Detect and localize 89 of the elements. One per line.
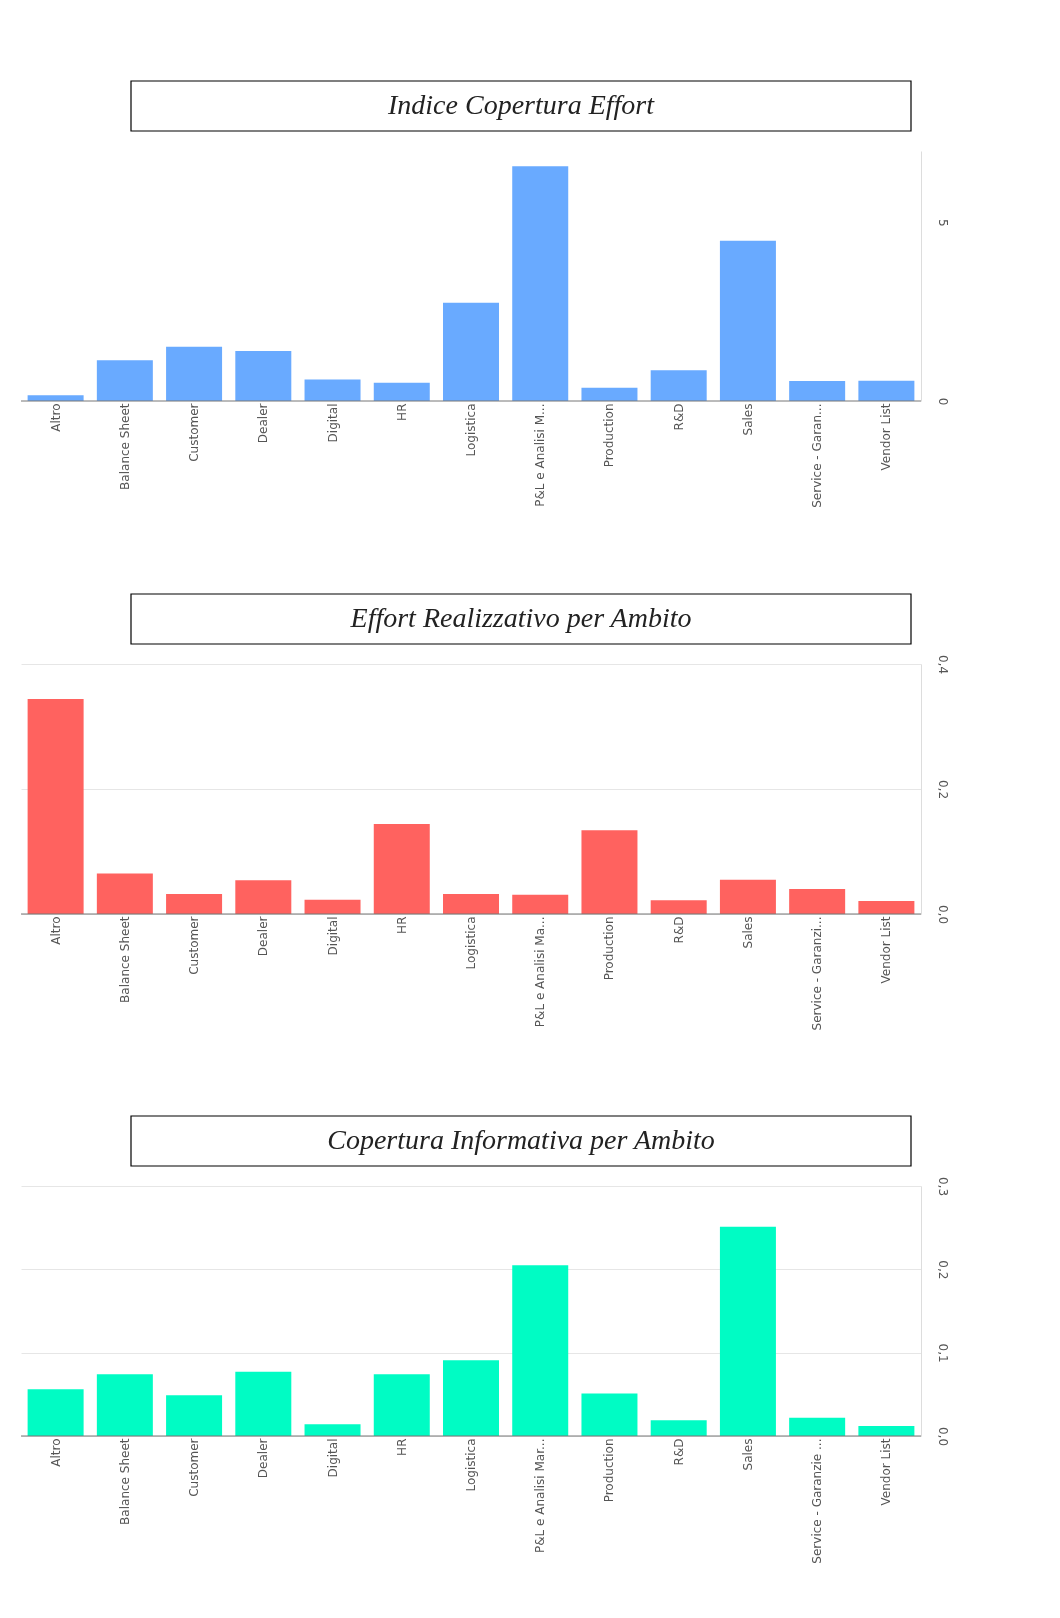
- bar: [581, 830, 638, 914]
- x-tick-label: Customer: [187, 1438, 202, 1497]
- bar: [719, 879, 776, 914]
- bar: [789, 381, 846, 401]
- bar: [166, 894, 223, 914]
- bar: [96, 873, 153, 914]
- bar: [304, 379, 361, 401]
- bar: [581, 387, 638, 401]
- bar: [304, 1424, 361, 1436]
- y-tick-label: 0,4: [935, 654, 950, 675]
- y-tick-label: 0,1: [935, 1343, 950, 1363]
- bar: [858, 900, 915, 914]
- x-tick-label: Digital: [325, 403, 340, 443]
- x-tick-label: Customer: [187, 916, 202, 975]
- chart-title: Indice Copertura Effort: [387, 89, 656, 120]
- x-tick-label: Sales: [740, 403, 755, 436]
- bar: [650, 370, 707, 401]
- bar: [858, 1426, 915, 1436]
- chart-title: Effort Realizzativo per Ambito: [349, 602, 692, 633]
- x-tick-label: Production: [602, 1438, 617, 1503]
- x-tick-label: Dealer: [256, 403, 271, 444]
- y-tick-label: 0,2: [935, 1260, 950, 1280]
- bar: [443, 1360, 499, 1436]
- bar: [96, 360, 153, 401]
- bar: [858, 380, 915, 401]
- x-tick-label: Digital: [325, 916, 340, 956]
- x-tick-label: Service - Garan...: [810, 403, 825, 508]
- x-tick-label: Vendor List: [879, 916, 894, 984]
- x-tick-label: Service - Garanzie ...: [810, 1438, 825, 1564]
- bar: [373, 382, 430, 401]
- bar: [789, 889, 846, 914]
- x-tick-label: Altro: [48, 1438, 63, 1467]
- x-tick-label: R&D: [671, 403, 686, 431]
- x-tick-label: Vendor List: [879, 403, 894, 471]
- bar: [235, 351, 292, 401]
- x-tick-label: Logistica: [464, 403, 478, 457]
- y-tick-label: 0,2: [935, 779, 950, 800]
- bar: [789, 1417, 846, 1436]
- y-tick-label: 0,0: [935, 904, 950, 925]
- x-tick-label: Logistica: [464, 916, 478, 970]
- y-tick-label: 0,0: [935, 1426, 950, 1447]
- bar: [166, 1395, 223, 1436]
- y-tick-label: 5: [935, 219, 950, 227]
- bar: [719, 240, 776, 401]
- y-tick-label: 0: [935, 397, 950, 406]
- x-tick-label: Balance Sheet: [117, 403, 132, 490]
- x-tick-label: P&L e Analisi M...: [533, 403, 548, 507]
- x-tick-label: Sales: [740, 1438, 755, 1471]
- bar: [443, 302, 499, 401]
- x-tick-label: Altro: [48, 403, 63, 432]
- x-tick-label: Logistica: [464, 1438, 478, 1492]
- bar: [443, 894, 499, 914]
- x-tick-label: P&L e Analisi Mar...: [533, 1438, 548, 1554]
- x-tick-label: Customer: [187, 403, 202, 462]
- bar: [304, 899, 361, 914]
- x-tick-label: Vendor List: [879, 1438, 894, 1506]
- x-tick-label: Digital: [325, 1438, 340, 1478]
- x-tick-label: P&L e Analisi Ma...: [533, 916, 548, 1028]
- x-tick-label: Dealer: [256, 916, 271, 957]
- bar: [27, 699, 84, 914]
- x-tick-label: Sales: [740, 916, 755, 949]
- bar: [512, 1265, 569, 1436]
- x-tick-label: Service - Garanzi...: [810, 916, 825, 1031]
- x-tick-label: Balance Sheet: [117, 916, 132, 1003]
- x-tick-label: Altro: [48, 916, 63, 945]
- bar: [581, 1393, 638, 1436]
- bar: [235, 880, 292, 914]
- chart-title: Copertura Informativa per Ambito: [327, 1124, 715, 1155]
- bar: [512, 894, 569, 914]
- x-tick-label: HR: [394, 916, 409, 934]
- x-tick-label: R&D: [671, 916, 686, 944]
- x-tick-label: Balance Sheet: [117, 1438, 132, 1525]
- bar: [719, 1226, 776, 1436]
- bar: [235, 1371, 292, 1436]
- bar: [650, 1420, 707, 1436]
- bar: [650, 900, 707, 914]
- y-tick-label: 0,3: [935, 1176, 950, 1197]
- bar: [166, 346, 223, 401]
- x-tick-label: HR: [394, 403, 409, 421]
- x-tick-label: Dealer: [256, 1438, 271, 1479]
- bar: [373, 824, 430, 914]
- x-tick-label: Production: [602, 403, 617, 468]
- x-tick-label: Production: [602, 916, 617, 981]
- bar: [96, 1374, 153, 1436]
- bar: [512, 166, 569, 401]
- bar: [27, 1389, 84, 1436]
- x-tick-label: R&D: [671, 1438, 686, 1466]
- x-tick-label: HR: [394, 1438, 409, 1456]
- bar: [373, 1374, 430, 1436]
